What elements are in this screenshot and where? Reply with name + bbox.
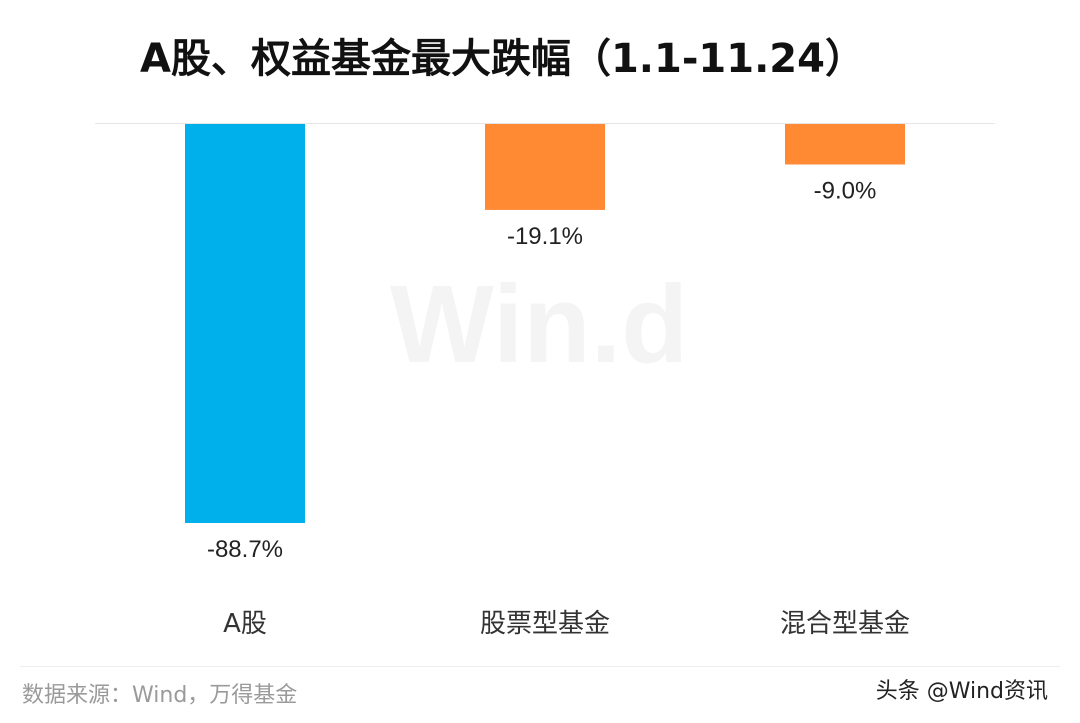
bar [785, 124, 905, 165]
bar [485, 124, 605, 210]
bar-value-label: -19.1% [507, 223, 583, 250]
bars-group [185, 124, 905, 523]
value-labels-group: -88.7% -19.1% -9.0% [207, 177, 876, 563]
bar [185, 124, 305, 523]
category-label: 股票型基金 [480, 609, 610, 639]
category-label: A股 [223, 609, 267, 639]
bar-value-label: -88.7% [207, 536, 283, 563]
watermark: Win.d [390, 263, 688, 386]
category-labels-group: A股 股票型基金 混合型基金 [223, 609, 910, 639]
chart-title: A股、权益基金最大跌幅（1.1-11.24） [140, 36, 865, 82]
credit-text: 头条 @Wind资讯 [876, 679, 1048, 704]
source-note: 数据来源：Wind，万得基金 [22, 683, 297, 708]
bar-value-label: -9.0% [814, 177, 877, 204]
category-label: 混合型基金 [780, 609, 910, 639]
